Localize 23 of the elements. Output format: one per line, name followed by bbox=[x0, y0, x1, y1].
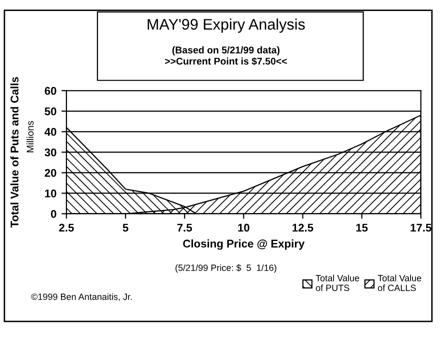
x-axis-title: Closing Price @ Expiry bbox=[183, 239, 305, 250]
text: (5/21/99 Price: $ 5 1/16) bbox=[176, 264, 276, 273]
x-tick-label: 12.5 bbox=[292, 224, 314, 232]
x-tick-label: 5 bbox=[122, 224, 128, 232]
x-tick-label: 17.5 bbox=[410, 224, 432, 232]
x-tick-label: 15 bbox=[356, 224, 368, 232]
legend-label: Total Value of CALLS bbox=[378, 274, 422, 292]
y-tick-label: 30 bbox=[44, 148, 56, 156]
text: ©1999 Ben Antanaitis, Jr. bbox=[31, 293, 132, 302]
legend-label: Total Value of PUTS bbox=[316, 274, 360, 292]
y-tick-label: 10 bbox=[45, 189, 56, 198]
chart-subtitle: (Based on 5/21/99 data) >>Current Point is $7.50<< bbox=[165, 46, 287, 66]
chart-title: MAY'99 Expiry Analysis bbox=[148, 18, 305, 33]
x-tick-label: 2.5 bbox=[59, 224, 74, 232]
y-axis-title: Total Value of Puts and Calls bbox=[10, 77, 18, 228]
x-tick-label: 7.5 bbox=[177, 224, 192, 232]
y-tick-label: 50 bbox=[44, 107, 56, 116]
y-tick-label: 40 bbox=[44, 128, 56, 136]
y-tick-label: 0 bbox=[50, 210, 56, 218]
y2-axis-title: Millions bbox=[26, 120, 34, 152]
x-tick-label: 10 bbox=[238, 224, 250, 232]
y-tick-label: 60 bbox=[44, 86, 56, 95]
y-tick-label: 20 bbox=[44, 168, 56, 177]
